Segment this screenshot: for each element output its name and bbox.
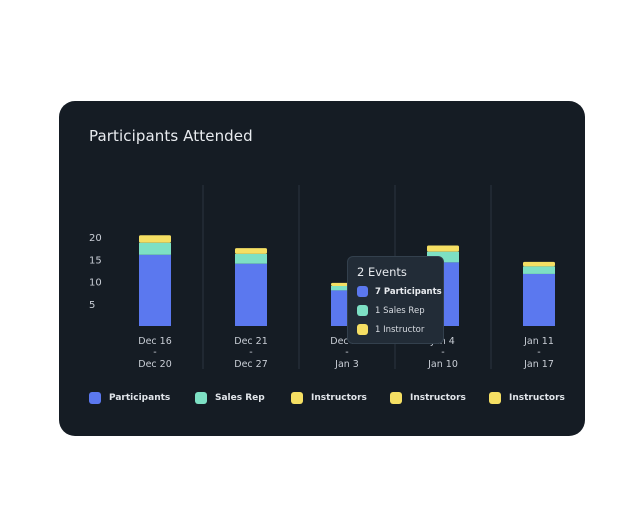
bar-segment-sales-rep[interactable] (235, 253, 267, 264)
bar-segment-sales-rep[interactable] (427, 251, 459, 263)
x-tick-separator: - (537, 347, 540, 358)
y-tick-label: 15 (89, 255, 102, 266)
x-tick-label: Dec 16 (138, 336, 172, 347)
legend-swatch (390, 392, 402, 404)
bar-segment-participants[interactable] (523, 273, 555, 326)
x-tick-label: Dec 28 (330, 336, 364, 347)
tooltip-row-label: 7 Participants (375, 286, 442, 297)
bar-segment-sales-rep[interactable] (139, 242, 171, 255)
x-tick-separator: - (153, 347, 156, 358)
y-tick-label: 20 (89, 233, 102, 244)
legend-item-instructors-2[interactable]: Instructors (390, 392, 466, 404)
y-tick-label: 10 (89, 278, 102, 289)
tooltip-row-label: 1 Sales Rep (375, 305, 425, 316)
bar-segment-sales-rep[interactable] (523, 266, 555, 274)
legend-item-sales-rep[interactable]: Sales Rep (195, 392, 265, 404)
legend-item-instructors[interactable]: Instructors (291, 392, 367, 404)
x-tick-label: Jan 10 (427, 359, 458, 370)
instructor-swatch (357, 324, 368, 335)
x-tick-separator: - (441, 347, 444, 358)
legend-label: Sales Rep (215, 393, 265, 403)
bar-segment-participants[interactable] (235, 263, 267, 326)
legend-label: Instructors (311, 393, 367, 403)
legend-item-instructors-3[interactable]: Instructors (489, 392, 565, 404)
y-tick-label: 5 (89, 300, 95, 311)
legend-swatch (89, 392, 101, 404)
chart-tooltip: 2 Events 7 Participants 1 Sales Rep 1 In… (347, 256, 444, 344)
x-tick-label: Dec 21 (234, 336, 268, 347)
chart-title: Participants Attended (89, 127, 253, 145)
legend-label: Instructors (509, 393, 565, 403)
x-tick-separator: - (249, 347, 252, 358)
bar-segment-instructors[interactable] (139, 235, 171, 243)
legend-swatch (195, 392, 207, 404)
legend-swatch (489, 392, 501, 404)
tooltip-row-instructor: 1 Instructor (357, 324, 424, 335)
x-tick-label: Dec 20 (138, 359, 172, 370)
tooltip-title: 2 Events (357, 265, 407, 279)
tooltip-row-participants: 7 Participants (357, 286, 442, 297)
chart-legend: Participants Sales Rep Instructors Instr… (89, 392, 569, 408)
bar-segment-participants[interactable] (139, 254, 171, 326)
tooltip-row-label: 1 Instructor (375, 324, 425, 335)
legend-item-participants[interactable]: Participants (89, 392, 170, 404)
legend-swatch (291, 392, 303, 404)
legend-label: Participants (109, 393, 171, 403)
x-tick-label: Jan 17 (523, 359, 554, 370)
bar-segment-instructors[interactable] (235, 248, 267, 254)
x-tick-label: Dec 27 (234, 359, 268, 370)
legend-label: Instructors (410, 393, 466, 403)
tooltip-row-sales-rep: 1 Sales Rep (357, 305, 425, 316)
participants-swatch (357, 286, 368, 297)
bar-segment-instructors[interactable] (427, 245, 459, 252)
x-tick-label: Jan 3 (334, 359, 359, 370)
bar-segment-instructors[interactable] (523, 261, 555, 267)
x-tick-label: Jan 11 (523, 336, 554, 347)
chart-card: Participants Attended 20 15 10 5 Dec 16- Dec … (59, 101, 585, 436)
sales-rep-swatch (357, 305, 368, 316)
x-tick-separator: - (345, 347, 348, 358)
